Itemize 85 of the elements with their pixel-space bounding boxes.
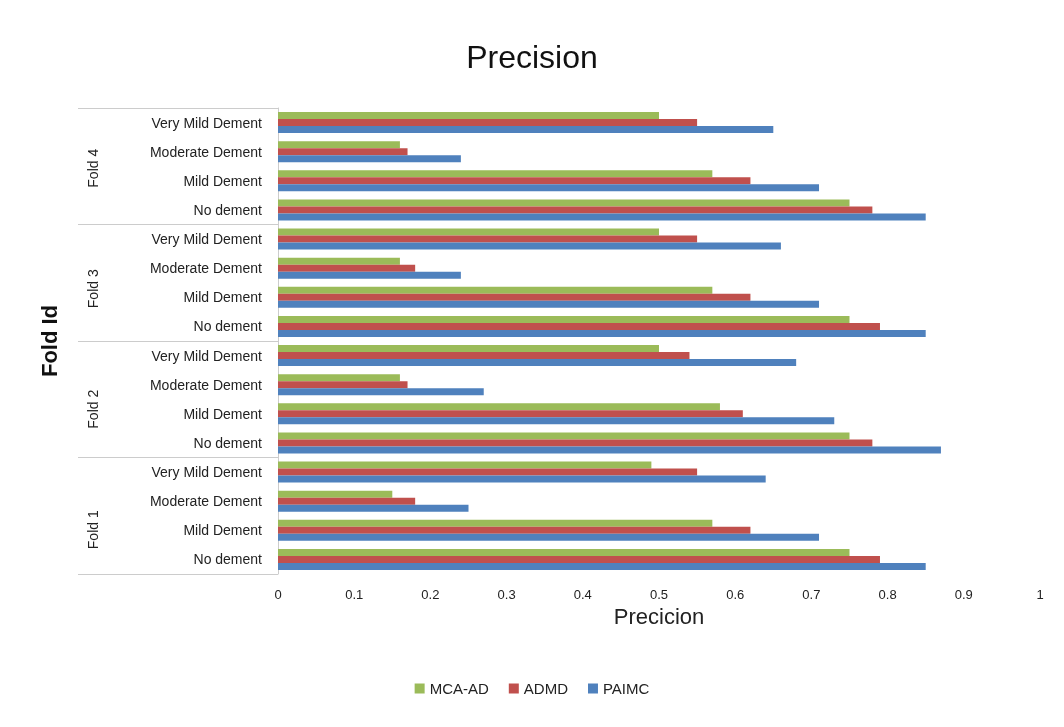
bar: [278, 184, 820, 192]
bar: [278, 461, 652, 469]
y-tick-label: Moderate Dement: [149, 376, 263, 393]
y-tick-label: No dement: [193, 551, 263, 568]
x-tick-label: 0.6: [726, 587, 745, 602]
bar: [278, 155, 461, 163]
bar: [278, 257, 400, 265]
x-tick-label: 0.1: [345, 587, 364, 602]
bar: [278, 381, 408, 389]
y-tick-label: Mild Dement: [183, 172, 263, 189]
x-tick-label: 0: [274, 587, 282, 602]
x-axis-title: Precicion: [613, 604, 705, 630]
bar: [278, 293, 751, 301]
x-tick-label: 0.5: [649, 587, 669, 602]
y-tick-label: Moderate Dement: [149, 260, 263, 277]
bar: [278, 119, 698, 127]
y-tick-label: No dement: [193, 434, 263, 451]
bar: [278, 359, 797, 367]
bar: [278, 446, 941, 454]
y-tick-label: Mild Dement: [183, 289, 263, 306]
bar: [278, 533, 820, 541]
bar: [278, 468, 698, 476]
y-tick-label: Very Mild Dement: [151, 114, 263, 131]
x-tick-label: 1: [1036, 587, 1044, 602]
legend-label: ADMD: [523, 680, 569, 697]
bar: [278, 490, 393, 498]
bar: [278, 439, 873, 447]
text: Fold 3: [85, 269, 101, 309]
bar: [278, 352, 690, 360]
bar: [278, 504, 469, 512]
bar: [278, 213, 926, 221]
x-tick-label: 0.3: [497, 587, 516, 602]
bar: [278, 432, 850, 440]
legend-label: MCA-AD: [429, 680, 489, 697]
y-tick-label: Mild Dement: [183, 405, 263, 422]
bar: [278, 417, 835, 425]
text: Fold 2: [85, 389, 101, 429]
bar: [278, 315, 850, 323]
bar: [278, 519, 713, 527]
y-tick-label: No dement: [193, 318, 263, 335]
bar: [278, 345, 659, 353]
legend-label: PAIMC: [602, 680, 650, 697]
y-tick-label: No dement: [193, 201, 263, 218]
x-tick-label: 0.9: [954, 587, 973, 602]
bar: [278, 329, 926, 337]
y-tick-label: Mild Dement: [183, 522, 263, 539]
bar: [278, 228, 659, 236]
bar: [278, 548, 850, 556]
bar: [278, 271, 461, 279]
x-tick-label: 0.2: [421, 587, 440, 602]
bar: [278, 177, 751, 185]
bar: [278, 526, 751, 534]
bar: [278, 374, 400, 382]
y-axis-title: Fold Id: [36, 304, 62, 378]
bar: [278, 475, 766, 483]
y-tick-label: Very Mild Dement: [151, 464, 263, 481]
bar: [278, 170, 713, 178]
bar: [278, 199, 850, 207]
bar: [278, 555, 880, 563]
x-tick-label: 0.7: [802, 587, 821, 602]
bar: [278, 403, 720, 411]
bar: [278, 562, 926, 570]
bar: [278, 112, 659, 120]
bar: [278, 148, 408, 156]
y-tick-label: Very Mild Dement: [151, 347, 263, 364]
bar: [278, 497, 416, 505]
x-tick-label: 0.4: [573, 587, 592, 602]
y-tick-label: Very Mild Dement: [151, 231, 263, 248]
text: Fold 4: [85, 148, 101, 188]
chart-title: Precision: [466, 39, 598, 75]
bar: [278, 235, 698, 243]
bar: [278, 286, 713, 294]
bar: [278, 126, 774, 134]
bar: [278, 242, 781, 250]
bar: [278, 206, 873, 214]
bar: [278, 410, 743, 418]
text: Fold 1: [85, 510, 101, 550]
bar: [278, 388, 484, 396]
bar: [278, 300, 820, 308]
bar: [278, 141, 400, 149]
bar: [278, 322, 880, 330]
bar: [278, 264, 416, 272]
y-tick-label: Moderate Dement: [149, 493, 263, 510]
x-tick-label: 0.8: [878, 587, 897, 602]
y-tick-label: Moderate Dement: [149, 143, 263, 160]
